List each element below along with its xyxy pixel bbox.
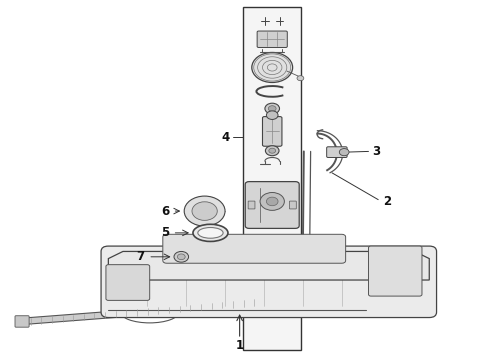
FancyBboxPatch shape: [326, 147, 346, 157]
Circle shape: [339, 149, 348, 156]
Circle shape: [184, 196, 224, 226]
Text: 7: 7: [136, 250, 144, 263]
Circle shape: [177, 254, 185, 260]
Circle shape: [264, 103, 279, 114]
Circle shape: [266, 111, 278, 120]
Circle shape: [268, 106, 276, 111]
Circle shape: [266, 197, 278, 206]
Polygon shape: [21, 299, 268, 325]
Circle shape: [192, 202, 217, 220]
Polygon shape: [108, 251, 428, 280]
FancyBboxPatch shape: [101, 246, 436, 318]
Ellipse shape: [198, 228, 223, 238]
Circle shape: [251, 53, 292, 82]
Circle shape: [265, 146, 279, 156]
FancyBboxPatch shape: [262, 117, 282, 146]
FancyBboxPatch shape: [244, 181, 299, 228]
Circle shape: [260, 193, 284, 210]
FancyBboxPatch shape: [106, 265, 149, 300]
Ellipse shape: [193, 224, 227, 242]
Text: 5: 5: [161, 226, 169, 239]
Text: 4: 4: [222, 131, 230, 144]
FancyBboxPatch shape: [163, 234, 345, 263]
Text: 2: 2: [382, 195, 390, 208]
Bar: [243, 7, 301, 350]
Circle shape: [268, 148, 275, 153]
FancyBboxPatch shape: [15, 316, 29, 327]
FancyBboxPatch shape: [368, 246, 421, 296]
FancyBboxPatch shape: [257, 31, 287, 48]
Text: 3: 3: [371, 145, 379, 158]
Text: 1: 1: [235, 338, 243, 351]
Circle shape: [296, 76, 303, 81]
Circle shape: [174, 251, 188, 262]
FancyBboxPatch shape: [247, 201, 254, 209]
Text: 6: 6: [161, 204, 169, 217]
FancyBboxPatch shape: [289, 201, 296, 209]
